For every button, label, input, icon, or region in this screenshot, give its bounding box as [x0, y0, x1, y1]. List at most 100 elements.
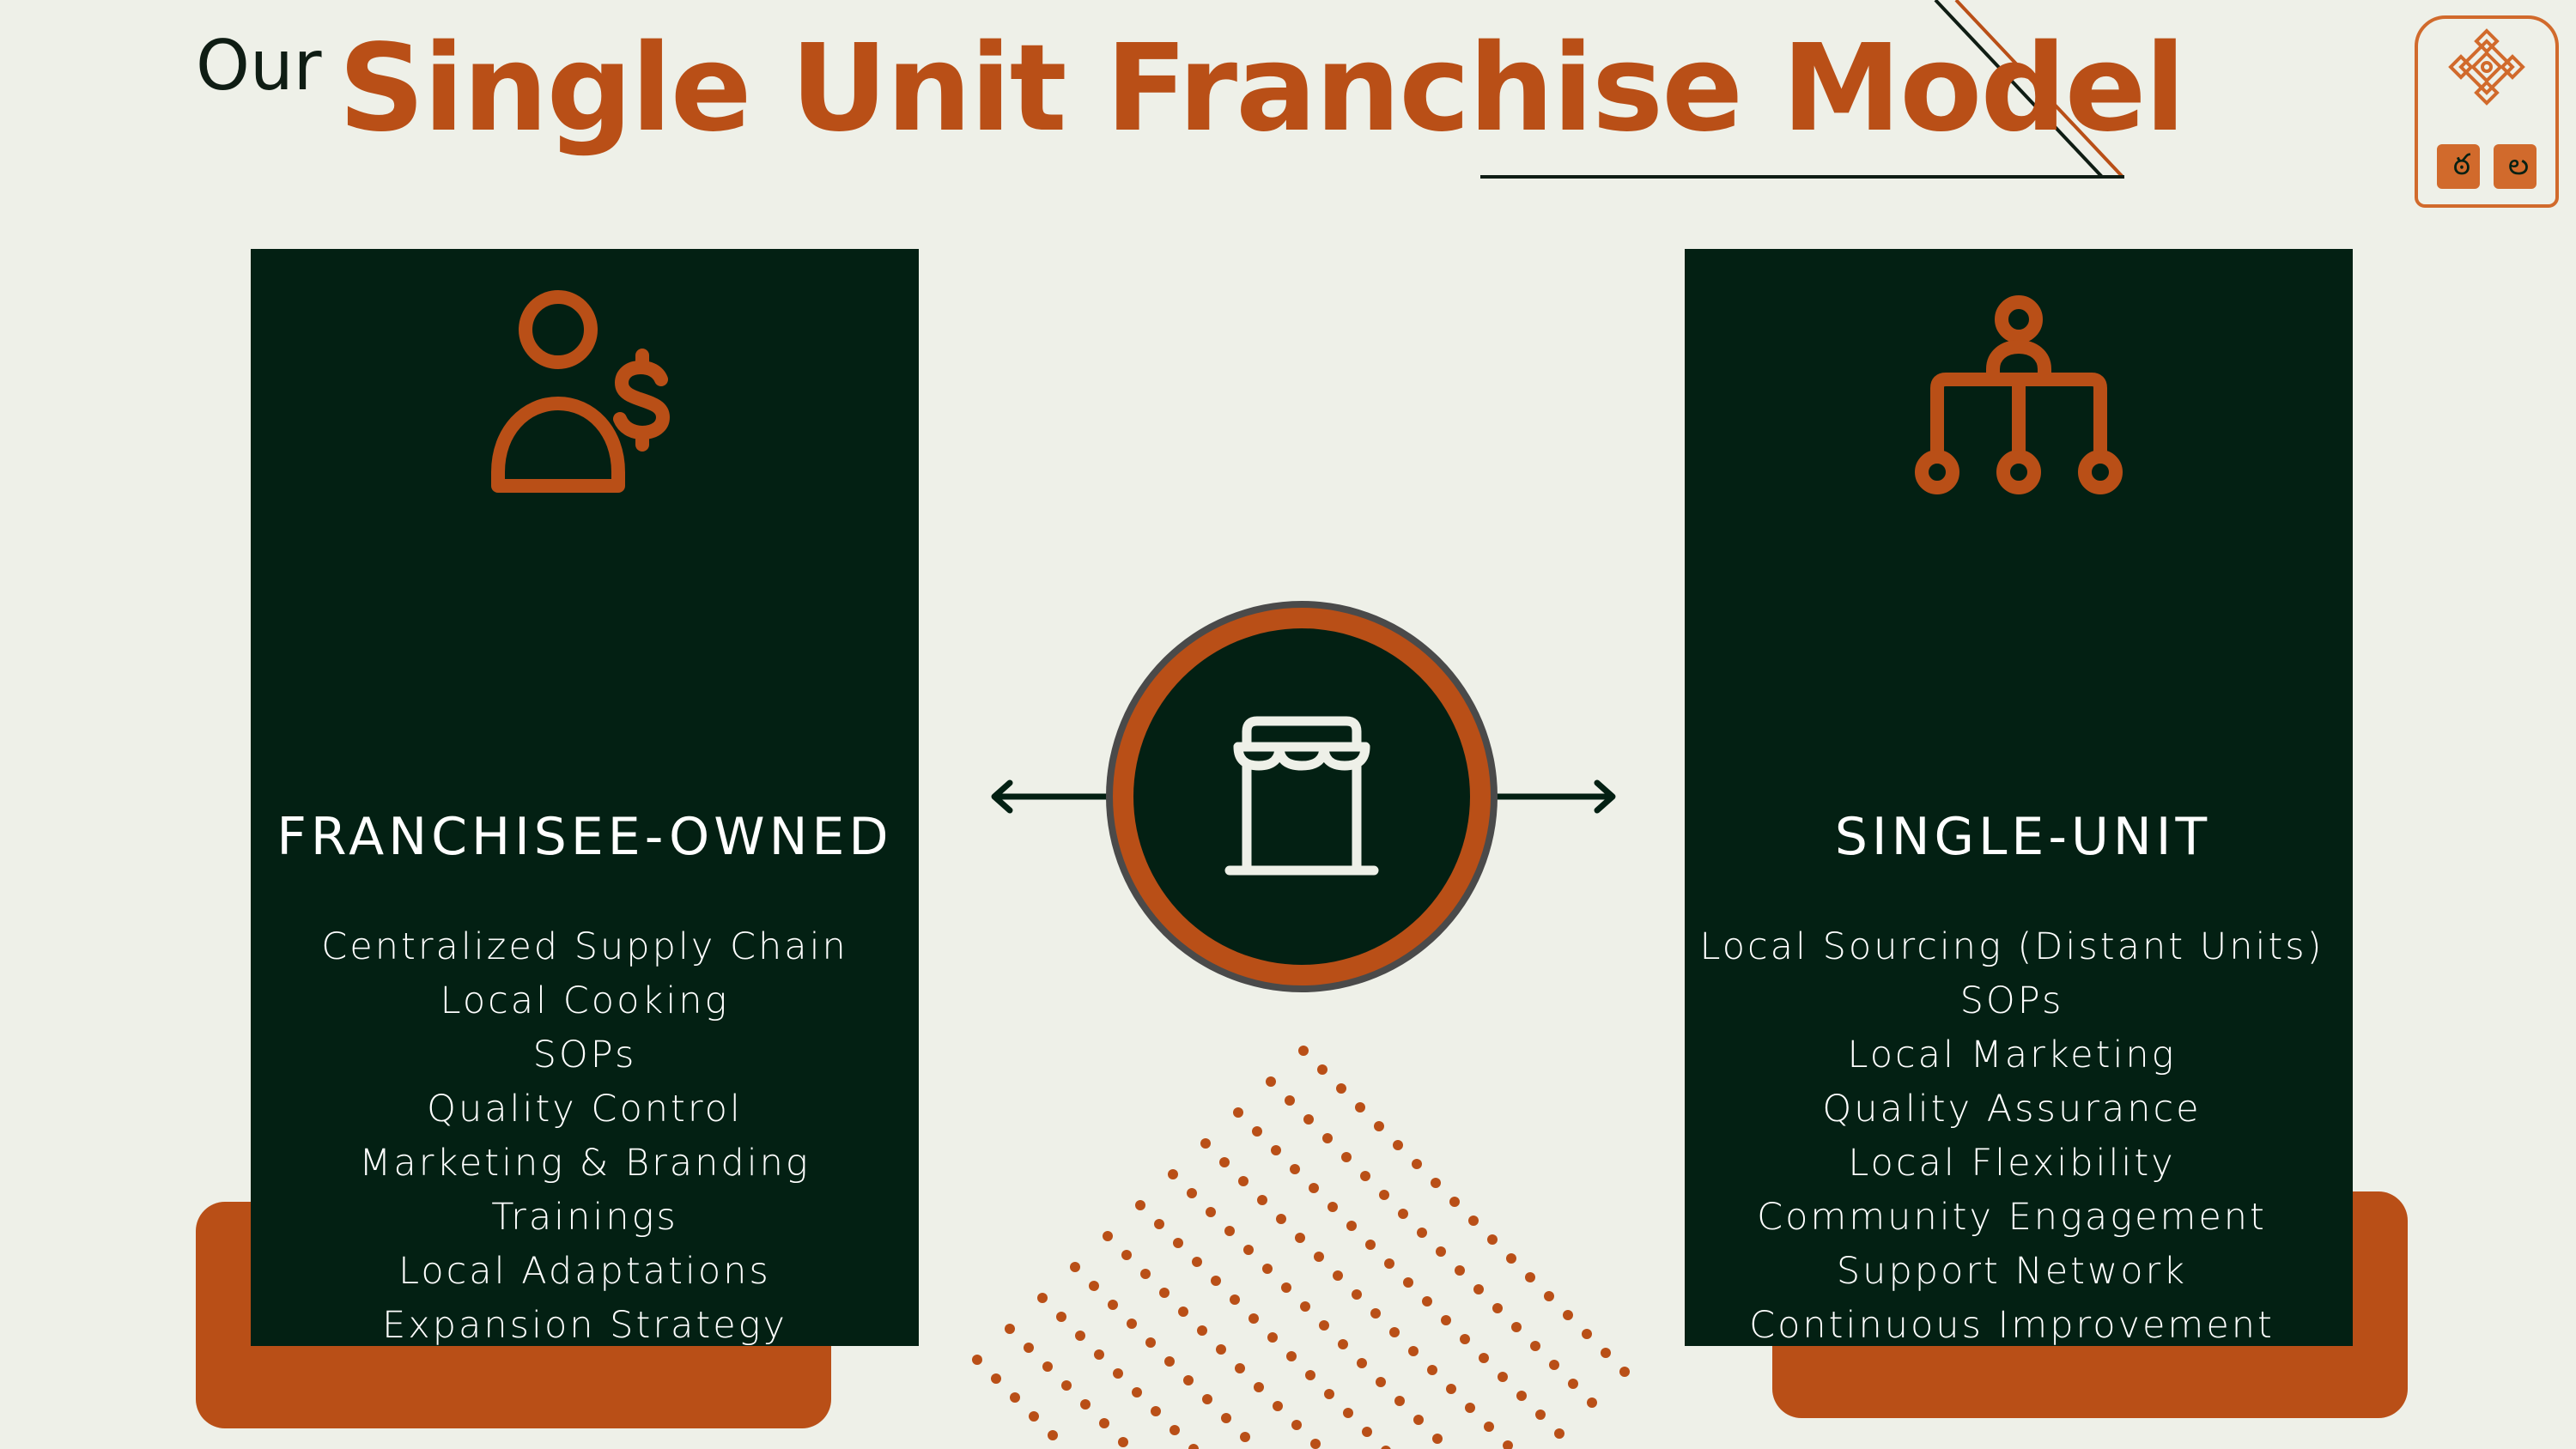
- pattern-dot: [1254, 1382, 1264, 1392]
- pattern-dot: [1164, 1356, 1175, 1367]
- pattern-dot: [1219, 1157, 1230, 1167]
- pattern-dot: [1187, 1188, 1197, 1198]
- pattern-dot: [1487, 1234, 1498, 1245]
- pattern-dot: [1295, 1233, 1305, 1243]
- pattern-dot: [1436, 1246, 1446, 1257]
- pattern-dot: [1243, 1245, 1254, 1255]
- pattern-dot: [1384, 1258, 1394, 1269]
- pattern-dot: [991, 1373, 1001, 1384]
- pattern-dot: [1535, 1410, 1546, 1420]
- pattern-dot: [1037, 1293, 1048, 1303]
- list-item: Local Marketing: [1847, 1034, 2177, 1076]
- pattern-dot: [1135, 1200, 1145, 1210]
- pattern-dot: [1216, 1344, 1226, 1355]
- right-panel-title: SINGLE-UNIT: [1834, 807, 2212, 867]
- pattern-dot: [1249, 1313, 1259, 1324]
- pattern-dot: [1281, 1282, 1291, 1293]
- pattern-dot: [1511, 1322, 1522, 1332]
- pattern-dot: [1341, 1152, 1352, 1162]
- pattern-dot: [1276, 1214, 1286, 1224]
- pattern-dot: [1484, 1422, 1494, 1432]
- pattern-dot: [1346, 1221, 1357, 1231]
- right-panel: SINGLE-UNIT Local Sourcing (Distant Unit…: [1685, 249, 2353, 1347]
- pattern-dot: [1271, 1145, 1281, 1155]
- pattern-dot: [1286, 1351, 1297, 1361]
- pattern-dot: [1108, 1300, 1118, 1310]
- pattern-dot: [972, 1355, 982, 1365]
- pattern-dot: [1206, 1207, 1216, 1217]
- pattern-dot: [1298, 1046, 1309, 1056]
- pattern-dot: [1240, 1432, 1250, 1442]
- pattern-dot: [1431, 1178, 1441, 1188]
- pattern-dot: [1252, 1126, 1262, 1137]
- pattern-dot: [1070, 1262, 1080, 1272]
- pattern-dot: [1151, 1406, 1161, 1416]
- pattern-dot: [1360, 1171, 1370, 1181]
- list-item: Local Adaptations: [398, 1250, 771, 1293]
- pattern-dot: [1075, 1331, 1085, 1341]
- pattern-dot: [1024, 1343, 1034, 1353]
- pattern-dot: [1042, 1361, 1053, 1372]
- pattern-dot: [1211, 1276, 1221, 1286]
- pattern-dot: [1197, 1325, 1207, 1336]
- list-item: SOPs: [532, 1034, 637, 1076]
- pattern-dot: [1498, 1372, 1508, 1382]
- list-item: Local Cooking: [440, 979, 730, 1022]
- pattern-dot: [1202, 1394, 1212, 1404]
- pattern-dot: [1479, 1353, 1489, 1363]
- pattern-dot: [1262, 1264, 1273, 1274]
- pattern-dot: [1159, 1288, 1170, 1298]
- list-item: Continuous Improvement: [1749, 1304, 2275, 1347]
- pattern-dot: [1103, 1231, 1113, 1241]
- pattern-dot: [1322, 1133, 1333, 1143]
- pattern-dot: [1317, 1064, 1327, 1075]
- pattern-dot: [1492, 1303, 1503, 1313]
- pattern-dot: [1516, 1391, 1527, 1401]
- brand-logo: ఠ ల: [2415, 15, 2559, 208]
- pattern-dot: [1554, 1428, 1564, 1439]
- pattern-dot: [1473, 1284, 1484, 1294]
- pattern-dot: [1338, 1339, 1348, 1349]
- pattern-dot: [1121, 1250, 1132, 1260]
- pattern-dot: [1127, 1319, 1137, 1329]
- pattern-dot: [1432, 1434, 1443, 1444]
- left-panel-title: FRANCHISEE-OWNED: [276, 807, 893, 867]
- pattern-dot: [1118, 1437, 1128, 1447]
- pattern-dot: [1273, 1401, 1283, 1411]
- pattern-dot: [1221, 1413, 1231, 1423]
- pattern-dot: [1563, 1310, 1573, 1320]
- pattern-dot: [1327, 1202, 1338, 1212]
- pattern-dot: [1233, 1107, 1243, 1118]
- pattern-dot: [1422, 1296, 1432, 1307]
- pattern-dot: [1398, 1209, 1408, 1219]
- pattern-dot: [1530, 1341, 1540, 1351]
- list-item: Local Flexibility: [1848, 1142, 2176, 1185]
- page-title: Single Unit Franchise Model: [338, 19, 2186, 159]
- pattern-dot: [1413, 1415, 1424, 1425]
- pattern-dot: [1099, 1418, 1109, 1428]
- pattern-dot: [1468, 1216, 1479, 1226]
- pattern-dot: [1568, 1379, 1578, 1389]
- pattern-dot: [1010, 1392, 1020, 1403]
- pattern-dot: [1056, 1312, 1066, 1322]
- pattern-dot: [1140, 1269, 1151, 1279]
- logo-glyph-right: ల: [2507, 148, 2530, 182]
- person-dollar-icon: [481, 287, 696, 501]
- pattern-dot: [1412, 1159, 1422, 1169]
- pattern-dot: [1285, 1095, 1295, 1106]
- list-item: Support Network: [1836, 1250, 2188, 1293]
- pattern-dot: [1446, 1384, 1456, 1394]
- pattern-dot: [1365, 1240, 1376, 1250]
- pattern-dot: [1188, 1444, 1199, 1449]
- left-panel: FRANCHISEE-OWNED Centralized Supply Chai…: [251, 249, 919, 1347]
- pattern-dot: [1549, 1360, 1559, 1370]
- ornament-logo-icon: [2437, 28, 2537, 189]
- pattern-dot: [1310, 1439, 1321, 1449]
- pattern-dot: [1080, 1399, 1091, 1410]
- pattern-dot: [1061, 1380, 1072, 1391]
- list-item: SOPs: [1959, 979, 2064, 1022]
- pattern-dot: [1089, 1281, 1099, 1291]
- pattern-dot: [1324, 1389, 1334, 1399]
- pattern-dot: [1376, 1377, 1386, 1387]
